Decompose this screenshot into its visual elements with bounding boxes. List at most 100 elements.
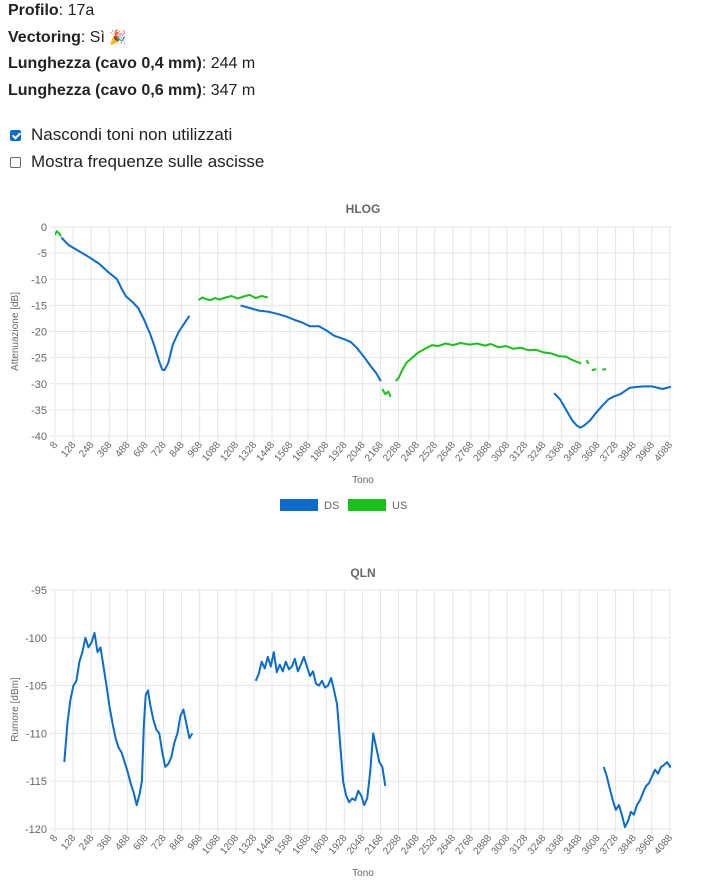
x-tick-label: 1568 — [273, 440, 296, 464]
x-tick-label: 2888 — [472, 440, 495, 464]
y-axis-title: Attenuazione [dB] — [10, 292, 21, 371]
x-tick-label: 3248 — [526, 440, 549, 464]
legend-label: US — [392, 500, 407, 512]
x-tick-label: 1208 — [218, 833, 241, 857]
x-tick-label: 728 — [150, 440, 169, 460]
info-length-06: Lunghezza (cavo 0,6 mm): 347 m — [8, 82, 256, 99]
series-line-ds — [63, 632, 194, 807]
chart-title: QLN — [350, 566, 375, 580]
y-tick-label: 0 — [41, 222, 47, 234]
series-line-ds — [553, 385, 671, 429]
info-label: Lunghezza (cavo 0,6 mm) — [8, 82, 202, 99]
x-tick-label: 1448 — [255, 833, 278, 857]
y-axis-title: Rumore [dBm] — [10, 677, 21, 742]
x-tick-label: 248 — [77, 440, 96, 460]
x-tick-label: 3248 — [526, 833, 549, 857]
x-tick-label: 2528 — [417, 440, 440, 464]
x-tick-label: 3368 — [544, 833, 567, 857]
x-tick-label: 128 — [59, 440, 78, 460]
x-tick-label: 1808 — [309, 833, 332, 857]
x-tick-label: 608 — [132, 833, 151, 853]
series-line-us — [585, 359, 590, 365]
x-tick-label: 2288 — [381, 440, 404, 464]
y-tick-label: -40 — [31, 431, 47, 443]
info-value: Sì — [89, 29, 105, 46]
chart-title: HLOG — [346, 202, 381, 216]
x-tick-label: 3368 — [544, 440, 567, 464]
x-tick-label: 3608 — [580, 833, 603, 857]
x-tick-label: 1328 — [236, 440, 259, 464]
x-tick-label: 1448 — [255, 440, 278, 464]
y-tick-label: -115 — [26, 776, 47, 788]
x-axis-title: Tono — [352, 868, 374, 877]
legend-label: DS — [324, 500, 339, 512]
option-show-frequencies[interactable]: Mostra frequenze sulle ascisse — [10, 152, 264, 172]
x-tick-label: 3608 — [580, 440, 603, 464]
info-label: Vectoring — [8, 29, 81, 46]
y-tick-label: -25 — [31, 353, 47, 365]
x-tick-label: 3488 — [562, 833, 585, 857]
x-tick-label: 8 — [48, 833, 60, 845]
series-line-ds — [254, 651, 387, 807]
series-line-us — [55, 230, 62, 237]
x-tick-label: 3728 — [598, 833, 621, 857]
x-tick-label: 3128 — [508, 440, 531, 464]
info-value: 244 m — [210, 55, 256, 72]
x-tick-label: 2528 — [417, 833, 440, 857]
y-tick-label: -105 — [25, 681, 47, 693]
x-tick-label: 488 — [113, 440, 132, 460]
x-tick-label: 368 — [95, 440, 114, 460]
y-tick-label: -100 — [25, 633, 47, 645]
y-tick-label: -95 — [31, 585, 47, 597]
series-line-us — [395, 342, 582, 382]
x-tick-label: 2648 — [435, 833, 458, 857]
y-tick-label: -5 — [37, 248, 47, 260]
x-tick-label: 2168 — [363, 440, 386, 464]
x-tick-label: 368 — [95, 833, 114, 853]
x-tick-label: 2888 — [472, 833, 495, 857]
x-tick-label: 3008 — [490, 440, 513, 464]
hlog-chart: HLOG 0 -5 -10 -15 -20 -25 -30 -35 -40812824836848… — [10, 202, 675, 512]
x-tick-label: 3128 — [508, 833, 531, 857]
x-tick-label: 8 — [48, 440, 60, 452]
series-line-us — [602, 368, 607, 371]
info-value: 347 m — [210, 82, 256, 99]
x-tick-label: 2768 — [453, 440, 476, 464]
x-tick-label: 1208 — [218, 440, 241, 464]
x-tick-label: 128 — [59, 833, 78, 853]
x-tick-label: 848 — [168, 440, 187, 460]
x-tick-label: 488 — [113, 833, 132, 853]
info-vectoring: Vectoring: Sì 🎉 — [8, 29, 127, 46]
show-frequencies-checkbox[interactable] — [10, 156, 21, 168]
x-tick-label: 3968 — [634, 440, 657, 464]
x-tick-label: 608 — [132, 440, 151, 460]
x-tick-label: 3488 — [562, 440, 585, 464]
x-tick-label: 3968 — [634, 833, 657, 857]
x-tick-label: 1928 — [327, 833, 350, 857]
option-hide-unused-tones[interactable]: Nascondi toni non utilizzati — [10, 125, 232, 145]
legend-swatch-us — [348, 499, 386, 511]
info-profile: Profilo: 17a — [8, 2, 95, 19]
option-label: Nascondi toni non utilizzati — [31, 125, 233, 144]
info-length-04: Lunghezza (cavo 0,4 mm): 244 m — [8, 55, 256, 72]
x-tick-label: 1328 — [236, 833, 259, 857]
party-popper-icon: 🎉 — [109, 29, 127, 45]
x-tick-label: 2408 — [399, 440, 422, 464]
x-tick-label: 1088 — [200, 440, 223, 464]
x-tick-label: 1088 — [200, 833, 223, 857]
x-tick-label: 2048 — [345, 440, 368, 464]
x-tick-label: 2408 — [399, 833, 422, 857]
qln-chart: QLN -95 -100 -105 -110 -115 -12081282483684886… — [10, 566, 675, 877]
x-tick-label: 3848 — [616, 833, 639, 857]
info-label: Lunghezza (cavo 0,4 mm) — [8, 55, 202, 72]
x-tick-label: 1568 — [273, 833, 296, 857]
x-axis-title: Tono — [352, 475, 374, 486]
series-line-us — [381, 388, 392, 398]
x-tick-label: 1688 — [291, 440, 314, 464]
y-tick-label: -15 — [31, 300, 47, 312]
hide-unused-tones-checkbox[interactable] — [10, 129, 21, 141]
x-tick-label: 2768 — [453, 833, 476, 857]
series-line-us — [197, 293, 269, 302]
x-tick-label: 2048 — [345, 833, 368, 857]
x-tick-label: 3728 — [598, 440, 621, 464]
